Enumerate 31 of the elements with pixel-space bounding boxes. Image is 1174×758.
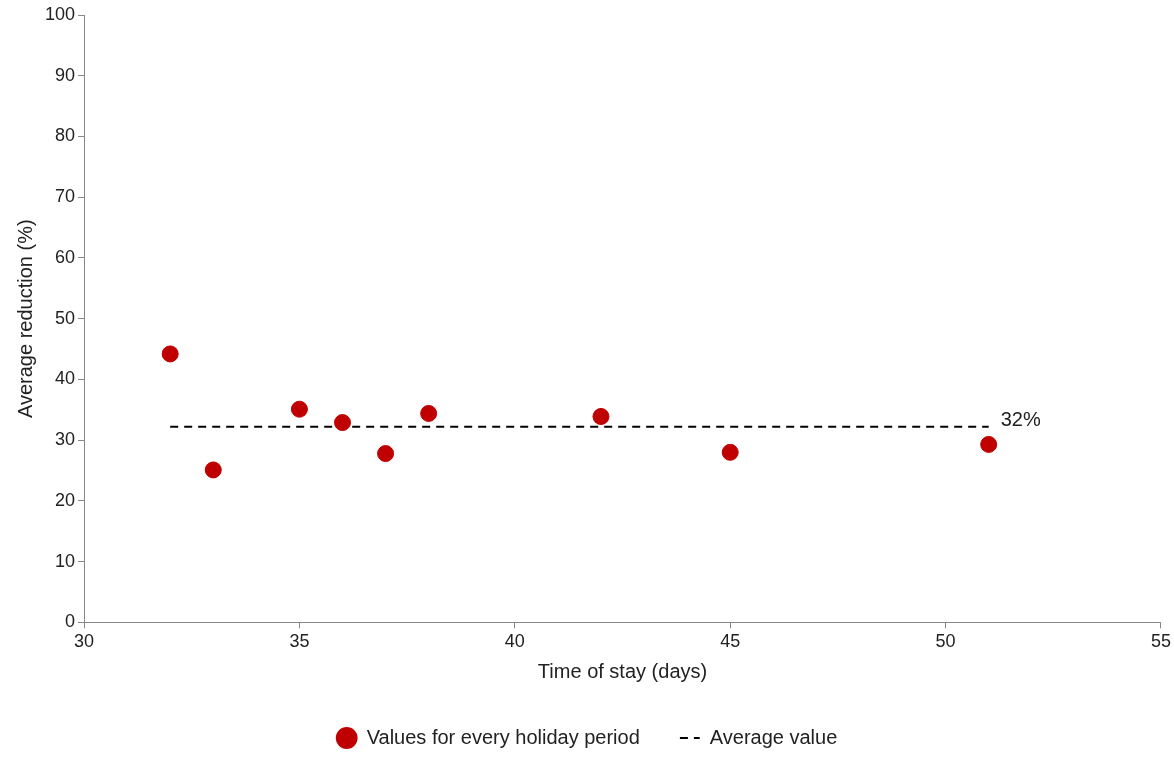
legend-label: Values for every holiday period bbox=[366, 725, 640, 748]
point bbox=[290, 400, 308, 418]
point bbox=[721, 443, 739, 461]
y-tick-label: 80 bbox=[55, 125, 76, 146]
y-axis-title: Average reduction (%) bbox=[13, 219, 36, 419]
point bbox=[592, 407, 610, 425]
annotation: 32% bbox=[1000, 408, 1041, 431]
point bbox=[377, 445, 395, 463]
y-tick-label: 20 bbox=[55, 489, 76, 510]
y-tick-label: 70 bbox=[55, 186, 76, 207]
x-axis-title: Time of stay (days) bbox=[537, 659, 708, 682]
point bbox=[980, 435, 998, 453]
point bbox=[420, 404, 438, 422]
y-tick-label: 60 bbox=[55, 246, 76, 267]
y-tick-label: 30 bbox=[55, 429, 76, 450]
y-tick-label: 0 bbox=[65, 611, 76, 632]
x-tick-label: 55 bbox=[1150, 631, 1171, 652]
y-tick-label: 40 bbox=[55, 368, 76, 389]
point bbox=[204, 461, 222, 479]
x-tick-label: 30 bbox=[74, 631, 95, 652]
point bbox=[161, 345, 179, 363]
x-tick-label: 40 bbox=[504, 631, 525, 652]
x-tick-label: 35 bbox=[289, 631, 310, 652]
point bbox=[334, 414, 351, 432]
y-tick-label: 90 bbox=[55, 64, 76, 85]
legend-label: Average value bbox=[709, 725, 838, 748]
x-tick-label: 45 bbox=[720, 631, 741, 652]
y-tick-label: 10 bbox=[55, 550, 76, 571]
y-tick-label: 100 bbox=[44, 3, 76, 24]
x-tick-label: 50 bbox=[935, 631, 956, 652]
y-tick-label: 50 bbox=[55, 307, 76, 328]
